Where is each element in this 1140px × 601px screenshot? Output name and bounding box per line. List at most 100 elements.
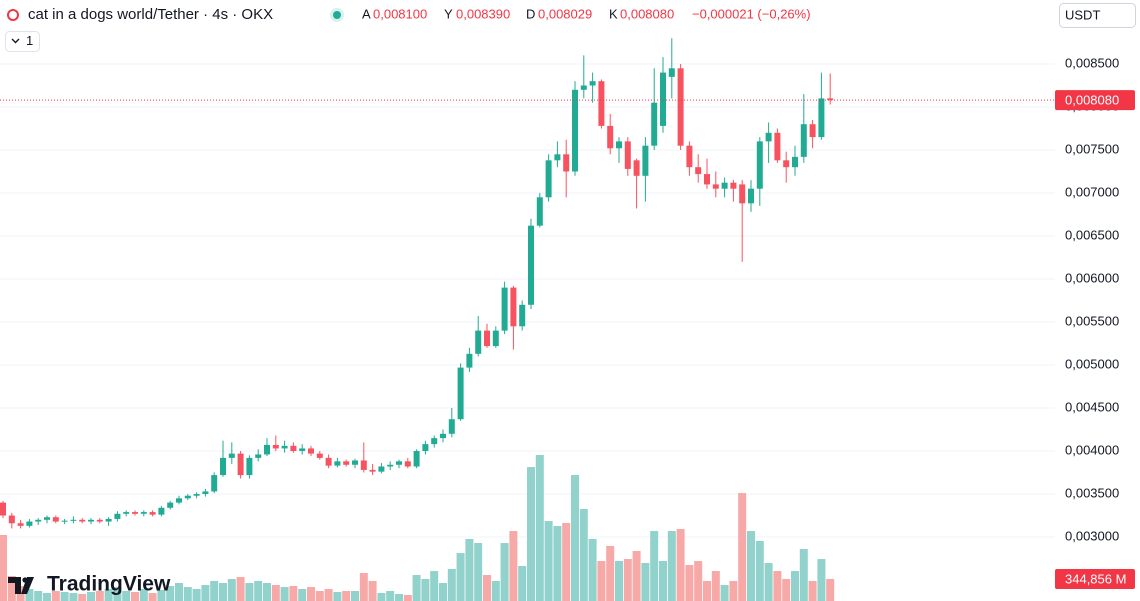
candle-body — [237, 453, 244, 476]
candle-body — [554, 154, 561, 161]
legend-value: 0,008029 — [538, 6, 592, 21]
candle-body — [721, 182, 728, 189]
candle-body — [88, 519, 94, 522]
symbol-title[interactable]: cat in a dogs world/Tether · 4s · OKX — [28, 6, 273, 23]
volume-bar — [456, 553, 465, 601]
interval-box[interactable] — [5, 31, 40, 52]
candle-body — [774, 132, 781, 161]
interval-button[interactable]: 1 — [5, 31, 40, 52]
volume-bar — [447, 568, 456, 601]
volume-bar — [623, 559, 632, 601]
volume-bar — [421, 578, 430, 601]
volume-bar — [518, 565, 527, 601]
candle-body — [334, 461, 341, 466]
currency-button[interactable]: USDT — [1059, 3, 1136, 28]
volume-bar — [245, 583, 254, 601]
y-tick-label: 0,004500 — [1065, 399, 1119, 414]
volume-bar — [641, 562, 650, 601]
volume-bar — [289, 586, 298, 601]
volume-bar — [210, 580, 219, 601]
candle-body — [651, 102, 658, 146]
volume-bar — [7, 575, 16, 601]
candle-body — [598, 81, 605, 126]
volume-bar — [166, 586, 175, 601]
candle-body — [510, 287, 517, 327]
candle-body — [325, 457, 332, 466]
volume-bar — [544, 521, 553, 601]
candle-body — [422, 444, 429, 452]
volume-bar — [60, 592, 69, 601]
candle-body — [193, 494, 200, 496]
currency-box[interactable] — [1059, 3, 1136, 28]
volume-bar — [491, 580, 500, 601]
volume-bar — [676, 528, 685, 601]
legend-value: 0,008080 — [620, 6, 674, 21]
candle-body — [220, 457, 226, 476]
candle-body — [79, 519, 86, 522]
volume-bar — [535, 455, 544, 601]
candle-body — [519, 304, 526, 327]
volume-bar — [808, 580, 817, 601]
y-tick-label: 0,008500 — [1065, 55, 1119, 70]
volume-bar — [192, 589, 201, 601]
volume-bar — [34, 590, 43, 601]
candle-body — [132, 512, 138, 514]
candle-body — [800, 124, 807, 157]
volume-bar — [25, 589, 34, 601]
volume-bar — [817, 559, 826, 601]
candle-body — [448, 419, 455, 434]
volume-bar — [465, 539, 474, 601]
volume-bar — [632, 550, 641, 601]
candles — [0, 38, 1055, 529]
chevron — [11, 38, 20, 44]
candle-body — [712, 184, 719, 189]
logo-mark — [8, 577, 34, 594]
volume-bar — [351, 590, 359, 601]
candle-body — [369, 469, 376, 472]
y-tick-label: 0,004000 — [1065, 442, 1119, 457]
volume-bar — [395, 593, 403, 601]
candle-body — [589, 81, 596, 86]
volume-bar — [615, 561, 623, 601]
volume-bar — [122, 590, 131, 601]
candle-body — [299, 448, 306, 452]
y-tick-label: 0,006000 — [1065, 270, 1119, 285]
candle-body — [616, 141, 622, 149]
candle-body — [633, 160, 640, 176]
volume-bar — [307, 587, 315, 601]
candle-body — [396, 461, 402, 465]
candle-body — [343, 461, 350, 465]
volume-bar — [227, 578, 236, 601]
volume-bar — [236, 577, 245, 601]
candle-body — [184, 495, 191, 499]
currency-label[interactable]: USDT — [1065, 7, 1100, 22]
volume-bar — [113, 587, 122, 601]
candle-body — [457, 367, 464, 420]
candle-body — [35, 519, 42, 522]
volume-bar — [377, 593, 386, 601]
candle-body — [668, 68, 675, 77]
volume-bar — [650, 531, 659, 601]
volume-bar — [439, 583, 447, 601]
volume-bar — [201, 584, 210, 601]
candle-body — [105, 518, 112, 522]
candle-body — [572, 89, 578, 172]
candle-body — [413, 451, 420, 467]
candle-body — [528, 225, 534, 305]
candle-body — [378, 466, 385, 472]
candle-body — [440, 433, 446, 439]
candle-body — [387, 464, 394, 467]
volume-bar — [720, 584, 729, 601]
last-price-label: 0,008080 — [1065, 93, 1119, 108]
volume-bar — [87, 592, 95, 601]
interval-label[interactable]: 1 — [26, 33, 33, 48]
candle-body — [783, 160, 790, 168]
candle-body — [580, 85, 587, 90]
y-tick-label: 0,007500 — [1065, 141, 1119, 156]
volume-bar — [69, 593, 78, 601]
volume-bar — [571, 475, 579, 601]
status-dot — [333, 11, 341, 19]
candle-body — [501, 287, 508, 331]
candle-body — [52, 517, 59, 522]
volume-bar — [175, 583, 183, 601]
